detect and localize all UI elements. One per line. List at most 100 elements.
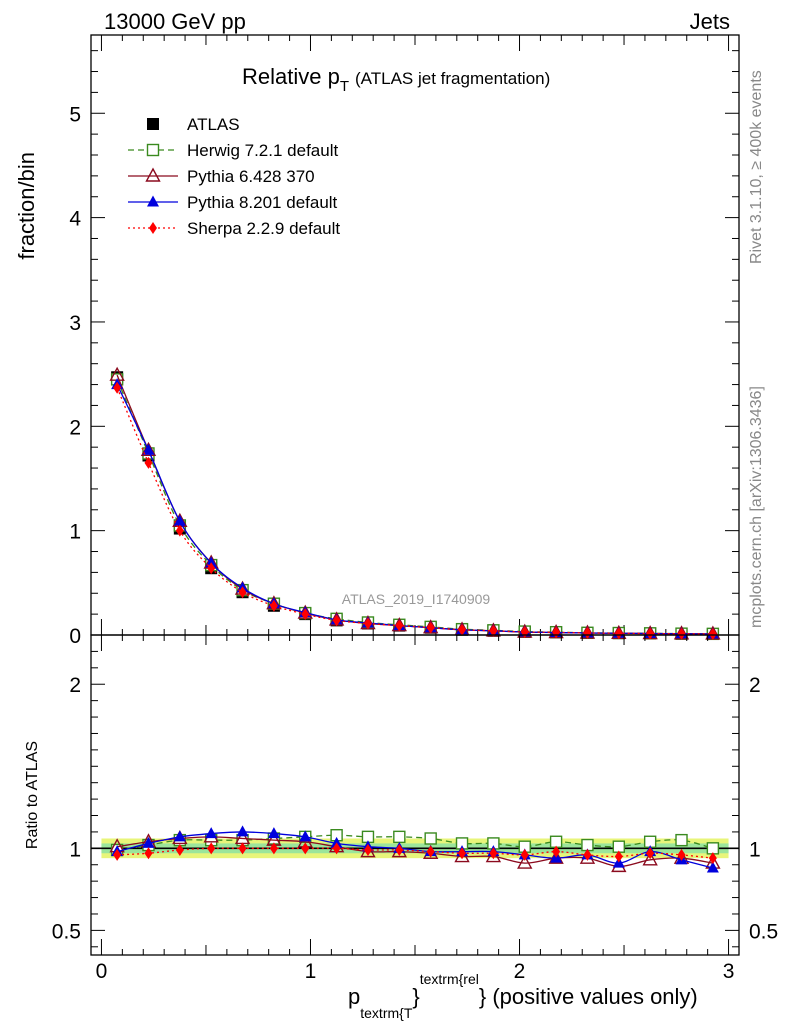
point-sherpa xyxy=(520,848,529,861)
series-line-herwig xyxy=(116,379,713,635)
y-tick-label: 3 xyxy=(69,312,81,335)
point-sherpa xyxy=(113,381,122,394)
point-pythia8 xyxy=(173,514,186,526)
point-sherpa xyxy=(708,628,717,641)
y-tick-label: 5 xyxy=(69,103,81,126)
point-sherpa xyxy=(301,608,310,621)
x-tick-label: 1 xyxy=(305,960,317,983)
legend-marker-pythia6 xyxy=(145,167,161,182)
point-pythia8 xyxy=(299,830,312,842)
x-tick-label: 0 xyxy=(96,960,108,983)
point-sherpa xyxy=(552,845,561,858)
legend-marker-pythia8 xyxy=(147,195,159,207)
legend-marker-atlas xyxy=(147,118,159,130)
point-sherpa xyxy=(332,614,341,627)
point-sherpa xyxy=(363,843,372,856)
x-tick-label: 3 xyxy=(723,960,735,983)
point-pythia6 xyxy=(140,441,157,457)
y-tick-label: 2 xyxy=(69,674,81,697)
point-sherpa xyxy=(301,842,310,855)
point-sherpa xyxy=(395,619,404,632)
analysis-watermark: ATLAS_2019_I1740909 xyxy=(342,591,491,607)
point-sherpa xyxy=(677,848,686,861)
x-tick-label: 2 xyxy=(514,960,526,983)
point-herwig xyxy=(675,833,688,847)
point-sherpa xyxy=(363,617,372,630)
point-sherpa xyxy=(583,626,592,639)
xlabel-sup: textrm{rel xyxy=(420,971,479,987)
main-ylabel: fraction/bin xyxy=(14,152,39,260)
y-tick-label: 0 xyxy=(69,625,81,648)
legend-marker-herwig xyxy=(146,143,160,157)
ratio-plot-panel: 0.5 0.5 1 1 2 2 0 1 2 3 Ratio to ATLAS xyxy=(24,634,778,983)
point-pythia8 xyxy=(205,827,218,839)
ratio-ylabel: Ratio to ATLAS xyxy=(24,741,41,849)
point-sherpa xyxy=(207,562,216,575)
point-sherpa xyxy=(426,621,435,634)
y-tick-label-right: 1 xyxy=(749,838,761,861)
ratio-axis-ticks: 0.5 0.5 1 1 2 2 0 1 2 3 xyxy=(52,634,778,983)
point-sherpa xyxy=(238,586,247,599)
point-herwig xyxy=(393,830,406,844)
xlabel-p: p xyxy=(348,984,360,1009)
point-pythia8 xyxy=(142,443,155,455)
point-sherpa xyxy=(426,845,435,858)
plot-title: Relative pT (ATLAS jet fragmentation) xyxy=(242,64,550,95)
point-sherpa xyxy=(489,624,498,637)
point-sherpa xyxy=(332,842,341,855)
legend-label-pythia6: Pythia 6.428 370 xyxy=(187,167,315,186)
mcplots-side-label: mcplots.cern.ch [arXiv:1306.3436] xyxy=(748,386,765,628)
x-axis-label: ptextrm{T}textrm{rel} (positive values o… xyxy=(348,971,698,1021)
legend-label-pythia8: Pythia 8.201 default xyxy=(187,193,338,212)
point-sherpa xyxy=(269,842,278,855)
legend-label-atlas: ATLAS xyxy=(187,115,240,134)
y-tick-label: 1 xyxy=(69,838,81,861)
main-axis-ticks: 0 1 2 3 4 5 xyxy=(69,35,739,648)
point-sherpa xyxy=(113,848,122,861)
ratio-plot-frame xyxy=(90,634,740,956)
point-pythia6 xyxy=(517,854,533,869)
xlabel-sub: textrm{T xyxy=(360,1005,413,1021)
point-pythia6 xyxy=(548,849,564,864)
point-sherpa xyxy=(677,627,686,640)
point-pythia6 xyxy=(642,851,658,866)
point-pythia8 xyxy=(142,836,155,848)
point-sherpa xyxy=(238,842,247,855)
point-pythia8 xyxy=(706,861,719,873)
point-pythia8 xyxy=(173,830,186,842)
plot-title-main: Relative p xyxy=(242,64,340,89)
point-sherpa xyxy=(144,456,153,469)
legend-label-herwig: Herwig 7.2.1 default xyxy=(187,141,338,160)
point-sherpa xyxy=(646,847,655,860)
point-sherpa xyxy=(395,843,404,856)
point-sherpa xyxy=(175,524,184,537)
point-sherpa xyxy=(458,847,467,860)
point-sherpa xyxy=(144,847,153,860)
ratio-series-group xyxy=(109,825,721,873)
main-series-group xyxy=(109,366,721,641)
point-pythia8 xyxy=(236,825,249,837)
header-process-label: Jets xyxy=(690,9,730,34)
point-sherpa xyxy=(583,848,592,861)
y-tick-label: 2 xyxy=(69,416,81,439)
point-sherpa xyxy=(708,852,717,865)
point-sherpa xyxy=(489,847,498,860)
y-tick-label-right: 2 xyxy=(749,674,761,697)
point-sherpa xyxy=(614,627,623,640)
plot-title-rest: (ATLAS jet fragmentation) xyxy=(355,69,550,88)
y-tick-label: 1 xyxy=(69,521,81,544)
legend-marker-sherpa xyxy=(149,222,157,234)
xlabel-rest: (positive values only) xyxy=(486,984,698,1009)
legend-label-sherpa: Sherpa 2.2.9 default xyxy=(187,219,340,238)
ratio-uncertainty-band xyxy=(91,838,739,859)
point-herwig xyxy=(424,832,437,845)
y-tick-label: 0.5 xyxy=(52,920,81,943)
y-tick-label-right: 0.5 xyxy=(749,920,778,943)
rivet-side-label: Rivet 3.1.10, ≥ 400k events xyxy=(748,70,765,264)
point-sherpa xyxy=(269,599,278,612)
legend: ATLAS Herwig 7.2.1 default Pythia 6.428 37… xyxy=(128,115,340,238)
point-sherpa xyxy=(646,627,655,640)
point-sherpa xyxy=(175,843,184,856)
main-plot-panel: 0 1 2 3 4 5 fraction/bin Relative pT (ATLAS je… xyxy=(14,34,740,648)
